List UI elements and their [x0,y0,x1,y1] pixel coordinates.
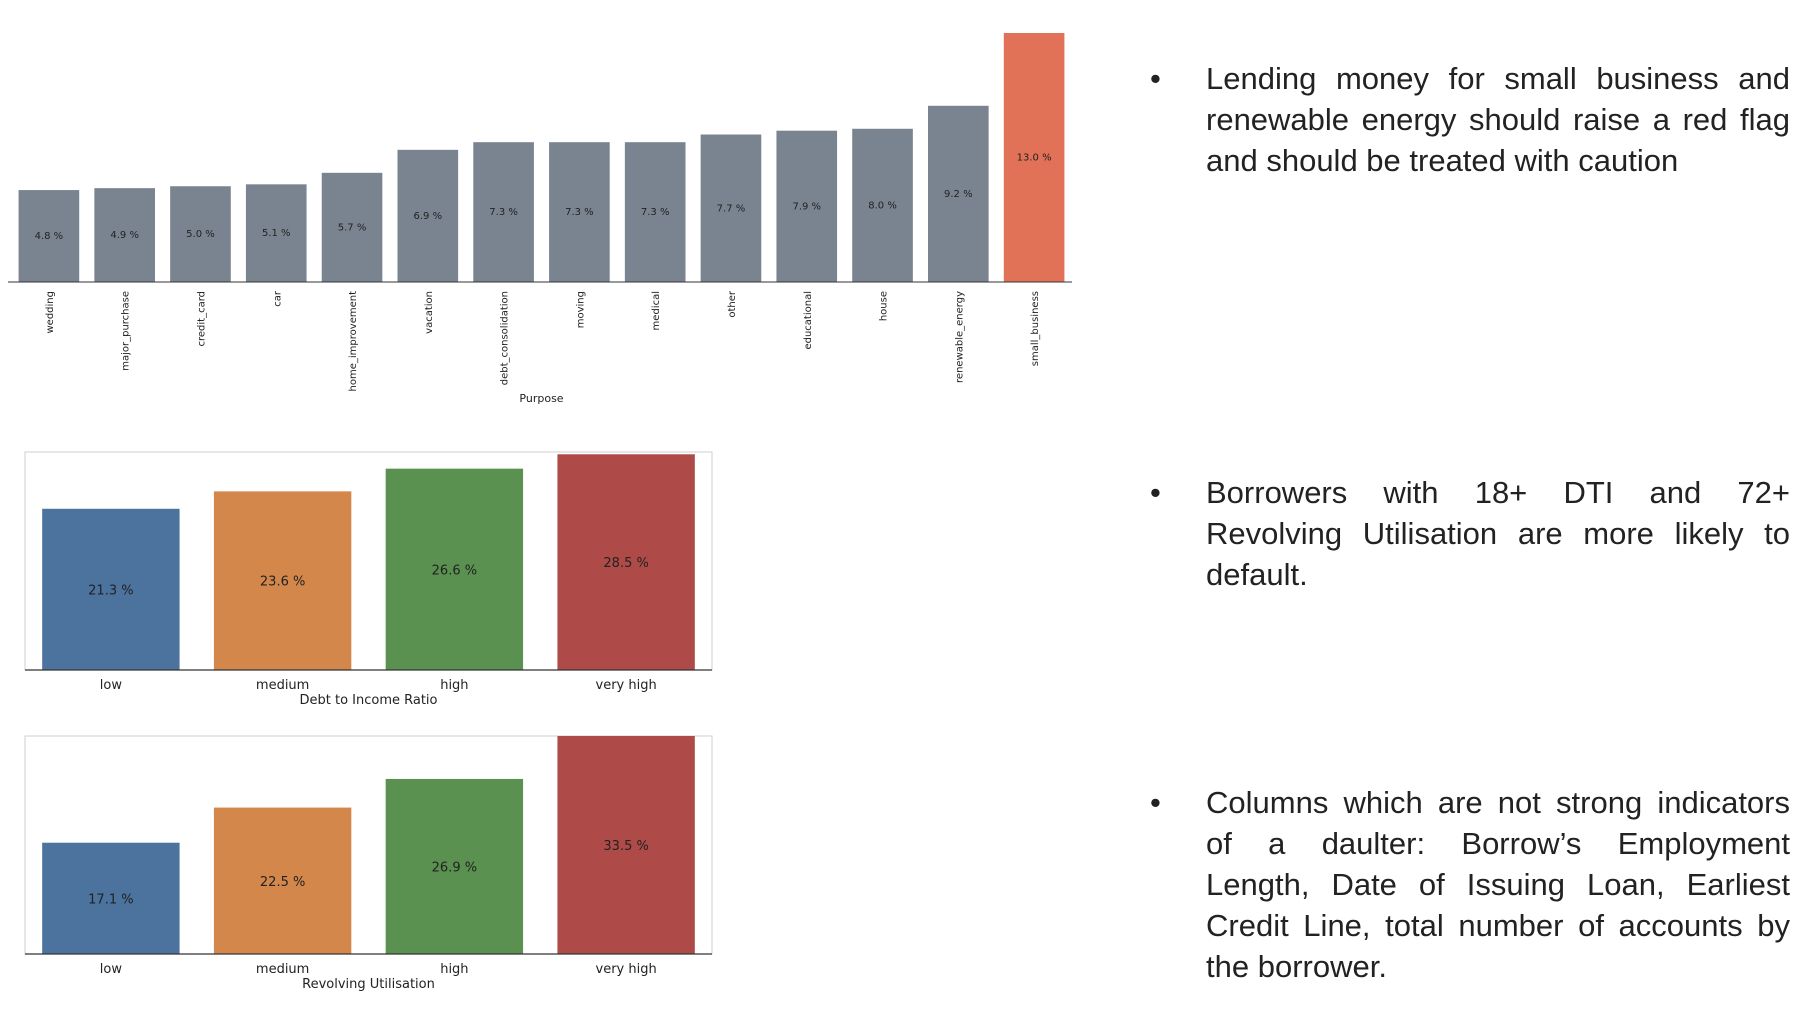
bar [624,142,686,282]
x-tick-label: moving [575,291,586,328]
bar [473,142,534,282]
bar-value-label: 13.0 % [1017,153,1052,164]
bar-value-label: 6.9 % [414,211,443,222]
bar-value-label: 8.0 % [868,200,897,211]
x-tick-label: wedding [45,291,56,334]
insight-small-business: • Lending money for small business and r… [1150,58,1790,181]
bar-value-label: 26.6 % [432,563,477,578]
x-tick-label: debt_consolidation [500,291,511,385]
x-tick-label: educational [803,291,814,350]
x-tick-label: high [440,962,468,977]
x-tick-label: car [272,290,283,307]
bar [1003,33,1065,282]
x-tick-label: other [727,290,738,318]
bar [42,508,180,670]
bar [42,842,180,954]
x-tick-label: medium [256,678,309,693]
bar [385,468,524,670]
x-tick-label: house [879,291,890,321]
bar-value-label: 7.9 % [792,201,821,212]
bar [18,190,80,282]
bar-value-label: 26.9 % [432,860,477,875]
bar-value-label: 5.0 % [186,229,215,240]
bar [557,454,695,670]
purpose-default-rate-chart: 4.8 % wedding 4.9 % major_purchase 5.0 % cred… [8,33,1072,405]
bar [700,134,762,282]
bar [776,130,838,282]
insight-text: Lending money for small business and ren… [1206,61,1790,178]
bar-value-label: 23.6 % [260,575,305,590]
bar-value-label: 17.1 % [88,892,133,907]
revol-util-default-rate-chart: 17.1 % low 22.5 % medium 26.9 % high 33.5 % ver… [24,735,713,992]
bar-value-label: 28.5 % [603,556,648,571]
bullet-marker: • [1150,61,1161,96]
x-tick-label: medium [256,962,309,977]
x-axis-label: Debt to Income Ratio [299,693,437,708]
x-tick-label: credit_card [196,291,207,347]
x-tick-label: high [440,678,468,693]
bar [385,778,524,954]
bar [852,128,913,282]
x-tick-label: home_improvement [348,291,359,392]
bar-value-label: 7.3 % [565,207,594,218]
bar [245,184,307,282]
bar [557,736,695,954]
bar [928,105,989,283]
dti-default-rate-chart: 21.3 % low 23.6 % medium 26.6 % high 28.5 % ver… [24,451,713,708]
x-tick-label: very high [596,678,657,693]
bar-value-label: 7.3 % [641,207,670,218]
insight-weak-indicators: • Columns which are not strong indicator… [1150,782,1790,987]
x-tick-label: low [100,678,123,693]
bullet-marker: • [1150,475,1161,510]
x-tick-label: small_business [1030,291,1041,366]
x-axis-label: Revolving Utilisation [302,977,435,992]
bar [549,142,610,282]
x-tick-label: major_purchase [121,291,132,371]
insight-text: Columns which are not strong indicators … [1206,785,1790,984]
bar-value-label: 9.2 % [944,189,973,200]
bar-value-label: 21.3 % [88,583,133,598]
bullet-marker: • [1150,785,1161,820]
bar-value-label: 33.5 % [603,839,648,854]
bar-value-label: 4.8 % [35,231,64,242]
bar [321,172,383,282]
bar-value-label: 7.7 % [717,203,746,214]
bar-value-label: 7.3 % [489,207,518,218]
bar-value-label: 5.1 % [262,228,291,239]
insight-dti-revol: • Borrowers with 18+ DTI and 72+ Revolvi… [1150,472,1790,595]
bar-value-label: 4.9 % [110,230,139,241]
x-tick-label: very high [596,962,657,977]
bar [213,807,352,954]
bar [94,188,155,282]
bar-value-label: 22.5 % [260,875,305,890]
x-tick-label: vacation [424,291,435,334]
bar-value-label: 5.7 % [338,222,367,233]
bar [213,491,352,670]
x-tick-label: low [100,962,123,977]
insight-text: Borrowers with 18+ DTI and 72+ Revolving… [1206,475,1790,592]
x-axis-label: Purpose [519,392,563,405]
x-tick-label: renewable_energy [954,291,965,383]
bar [397,149,459,282]
bar [170,186,231,282]
x-tick-label: medical [651,291,662,330]
